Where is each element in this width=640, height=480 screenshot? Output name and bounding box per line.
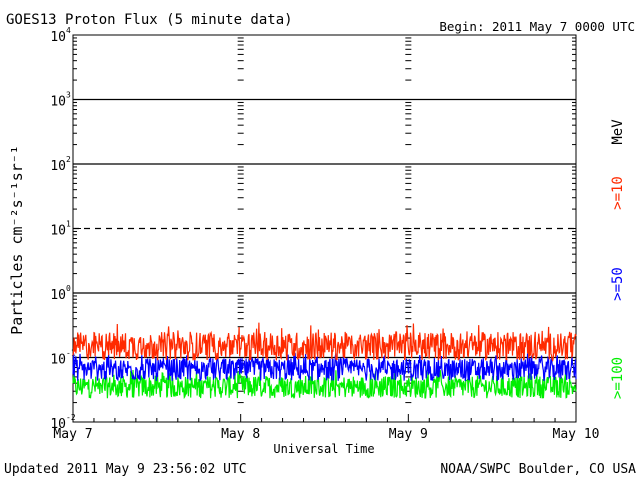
credit-text: NOAA/SWPC Boulder, CO USA bbox=[440, 462, 636, 477]
y-tick-exponent: 0 bbox=[66, 284, 71, 293]
units-label: MeV bbox=[610, 119, 626, 145]
y-tick-label: 10 bbox=[50, 95, 66, 110]
x-tick-label: May 8 bbox=[221, 427, 260, 442]
x-tick-label: May 7 bbox=[53, 427, 92, 442]
legend-gt10: >=10 bbox=[610, 176, 626, 210]
y-tick-exponent: 1 bbox=[66, 220, 71, 229]
series-group bbox=[72, 322, 577, 400]
y-tick-label: 10 bbox=[50, 417, 66, 432]
y-tick-exponent: 4 bbox=[66, 26, 71, 35]
y-tick-exponent: 3 bbox=[66, 91, 71, 100]
series-line bbox=[72, 352, 577, 382]
updated-timestamp: Updated 2011 May 9 23:56:02 UTC bbox=[4, 462, 247, 477]
y-tick-label: 10 bbox=[50, 159, 66, 174]
y-tick-label: 10 bbox=[50, 30, 66, 45]
legend-gt50: >=50 bbox=[610, 267, 626, 301]
x-axis-label: Universal Time bbox=[273, 442, 374, 456]
x-tick-label: May 10 bbox=[553, 427, 600, 442]
y-axis-label: Particles cm⁻²s⁻¹sr⁻¹ bbox=[8, 145, 26, 335]
y-tick-label: 10 bbox=[50, 288, 66, 303]
x-tick-label: May 9 bbox=[389, 427, 428, 442]
threshold-lines bbox=[73, 98, 576, 359]
y-tick-label: 10 bbox=[50, 224, 66, 239]
y-tick-exponent: -1 bbox=[66, 349, 76, 358]
series-line bbox=[72, 322, 577, 362]
y-tick-exponent: 2 bbox=[66, 155, 71, 164]
chart-title: GOES13 Proton Flux (5 minute data) bbox=[6, 12, 293, 28]
y-tick-exponent: -2 bbox=[66, 413, 76, 422]
begin-time: Begin: 2011 May 7 0000 UTC bbox=[439, 19, 635, 34]
legend-gt100: >=100 bbox=[610, 357, 626, 399]
y-tick-label: 10 bbox=[50, 353, 66, 368]
